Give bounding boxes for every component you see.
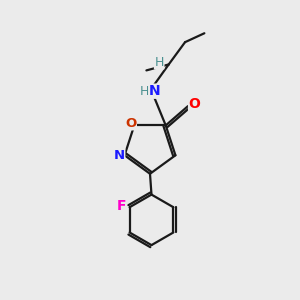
- Text: H: H: [154, 56, 164, 69]
- Text: F: F: [116, 199, 126, 213]
- Text: N: N: [114, 149, 125, 162]
- Text: H: H: [139, 85, 149, 98]
- Text: N: N: [149, 84, 161, 98]
- Text: O: O: [125, 117, 136, 130]
- Text: O: O: [189, 97, 200, 111]
